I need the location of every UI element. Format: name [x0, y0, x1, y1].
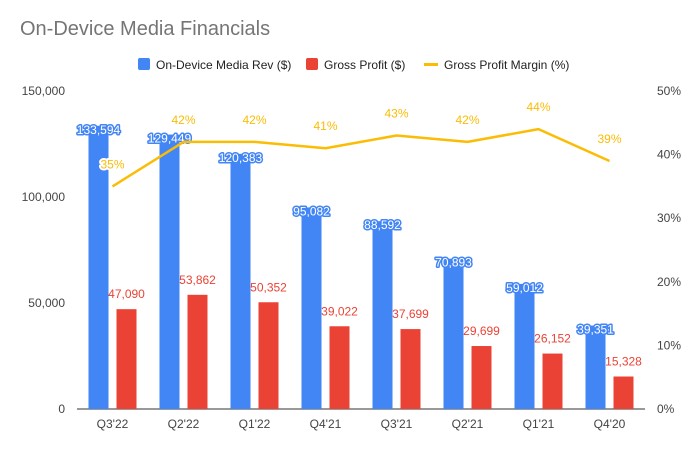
legend-label-revenue: On-Device Media Rev ($)	[156, 58, 291, 72]
data-label-gross-profit: 50,352	[250, 280, 287, 294]
bar-gross-profit	[187, 294, 208, 409]
data-label-gross-profit: 37,699	[392, 307, 429, 321]
chart-title: On-Device Media Financials	[20, 18, 271, 40]
data-label-gross-profit: 39,022	[321, 304, 358, 318]
legend-swatch-margin	[424, 63, 438, 66]
y-left-tick-label: 150,000	[22, 84, 66, 98]
legend-label-gross-profit: Gross Profit ($)	[324, 58, 405, 72]
data-label-gross-profit: 26,152	[534, 332, 571, 346]
data-label-margin: 42%	[242, 113, 266, 127]
x-tick-label: Q3'22	[97, 417, 129, 431]
y-right-tick-label: 30%	[657, 211, 681, 225]
data-label-margin: 35%	[100, 157, 124, 171]
y-left-tick-label: 0	[58, 402, 65, 416]
bar-gross-profit	[542, 353, 563, 409]
bar-revenue	[301, 207, 322, 409]
data-label-margin: 44%	[526, 100, 550, 114]
data-label-revenue: 88,592	[364, 218, 401, 232]
data-label-margin: 42%	[171, 113, 195, 127]
data-label-margin: 41%	[313, 119, 337, 133]
bar-revenue	[585, 325, 606, 409]
y-left-tick-label: 100,000	[22, 190, 66, 204]
data-label-revenue: 70,893	[435, 256, 472, 270]
bar-gross-profit	[329, 326, 350, 409]
x-tick-label: Q4'21	[310, 417, 342, 431]
line-gross-profit-margin	[111, 127, 611, 188]
data-label-revenue: 39,351	[577, 323, 614, 337]
bar-revenue	[230, 153, 251, 409]
bar-revenue	[443, 258, 464, 409]
data-label-revenue: 120,383	[219, 151, 263, 165]
data-label-revenue: 129,449	[148, 132, 192, 146]
y-right-tick-label: 50%	[657, 84, 681, 98]
bar-gross-profit	[613, 376, 634, 409]
x-tick-label: Q2'22	[168, 417, 200, 431]
data-label-gross-profit: 15,328	[605, 355, 642, 369]
legend-swatch-revenue	[138, 58, 150, 70]
data-label-revenue: 133,594	[77, 123, 121, 137]
y-right-tick-label: 0%	[657, 402, 675, 416]
y-right-tick-label: 40%	[657, 148, 681, 162]
bar-revenue	[514, 283, 535, 409]
bar-gross-profit	[116, 309, 137, 409]
y-right-tick-label: 20%	[657, 275, 681, 289]
x-tick-label: Q1'22	[239, 417, 271, 431]
data-label-margin: 43%	[384, 107, 408, 121]
data-label-margin: 39%	[597, 132, 621, 146]
bar-gross-profit	[471, 346, 492, 409]
x-tick-label: Q1'21	[523, 417, 555, 431]
legend-label-margin: Gross Profit Margin (%)	[444, 58, 569, 72]
data-label-gross-profit: 47,090	[108, 287, 145, 301]
bar-revenue	[372, 221, 393, 409]
bar-gross-profit	[400, 329, 421, 409]
data-label-revenue: 59,012	[506, 281, 543, 295]
data-label-gross-profit: 53,862	[179, 273, 216, 287]
bar-revenue	[88, 125, 109, 409]
bar-revenue	[159, 134, 180, 409]
x-tick-label: Q2'21	[452, 417, 484, 431]
legend-swatch-gross-profit	[306, 58, 318, 70]
bar-gross-profit	[258, 302, 279, 409]
x-tick-label: Q4'20	[594, 417, 626, 431]
data-label-revenue: 95,082	[293, 204, 330, 218]
y-left-tick-label: 50,000	[28, 296, 65, 310]
data-label-gross-profit: 29,699	[463, 324, 500, 338]
data-label-margin: 42%	[455, 113, 479, 127]
x-tick-label: Q3'21	[381, 417, 413, 431]
y-right-tick-label: 10%	[657, 338, 681, 352]
